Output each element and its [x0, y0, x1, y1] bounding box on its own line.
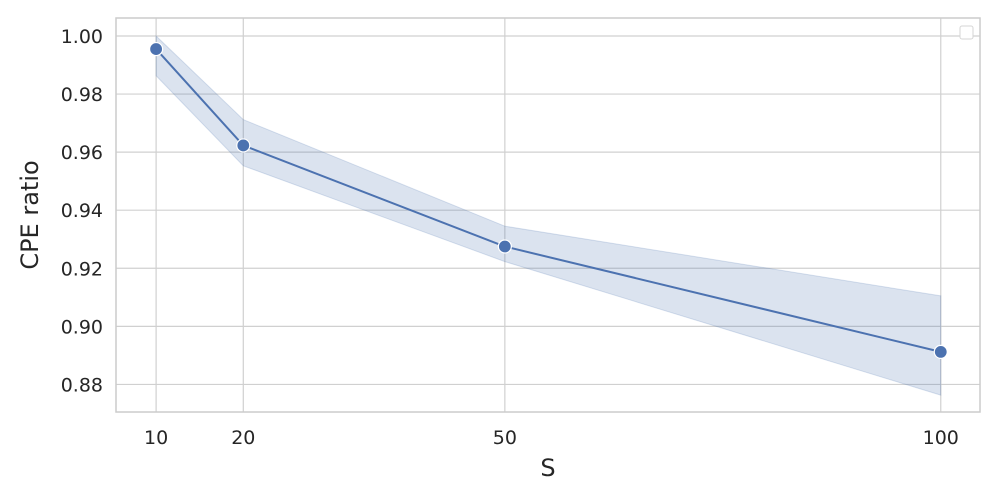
x-tick-label: 50	[493, 427, 517, 449]
y-tick-label: 0.88	[61, 374, 103, 396]
y-tick-label: 0.98	[61, 84, 103, 106]
y-axis-title: CPE ratio	[16, 160, 44, 269]
y-tick-label: 0.96	[61, 142, 103, 164]
x-tick-labels: 10 20 50 100	[144, 427, 959, 449]
data-point	[933, 344, 948, 359]
series-line	[155, 48, 942, 353]
x-tick-label: 20	[231, 427, 255, 449]
x-tick-label: 10	[144, 427, 168, 449]
data-points	[149, 41, 948, 359]
y-tick-label: 1.00	[61, 26, 103, 48]
plot-frame	[115, 17, 981, 413]
x-tick-label: 100	[923, 427, 959, 449]
y-tick-label: 0.92	[61, 258, 103, 280]
y-tick-label: 0.94	[61, 200, 103, 222]
series-line-path	[155, 48, 942, 353]
data-point	[497, 239, 512, 254]
data-point	[149, 41, 164, 57]
x-axis-title: S	[540, 454, 555, 482]
y-tick-label: 0.90	[61, 316, 103, 338]
data-point	[236, 138, 251, 153]
legend-box	[959, 25, 974, 40]
y-tick-labels: 0.88 0.90 0.92 0.94 0.96 0.98 1.00	[61, 26, 103, 396]
